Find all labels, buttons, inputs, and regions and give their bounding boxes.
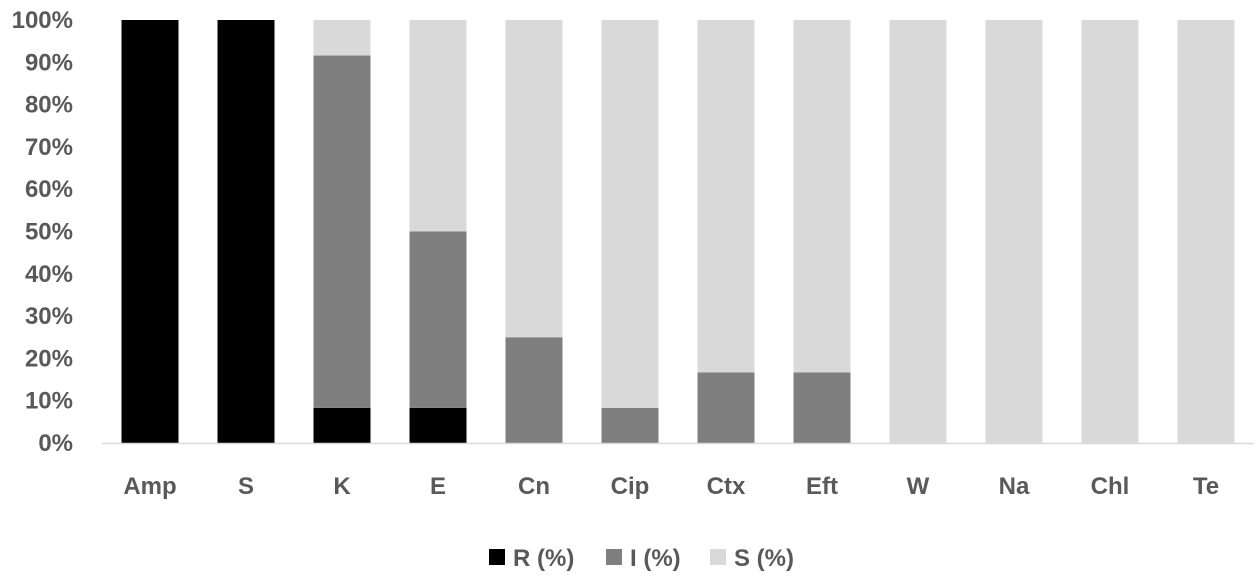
bar-segment-s-cip [601, 20, 659, 408]
bar-segment-i-ctx [697, 372, 755, 443]
bar-segment-s-ctx [697, 20, 755, 373]
x-tick-label: Na [999, 473, 1030, 500]
x-axis: Amp S K E Cn Cip Ctx Eft W Na Chl Te [123, 473, 1219, 500]
bar-segment-s-k [313, 20, 371, 56]
x-tick-label: Amp [123, 473, 176, 500]
x-tick-label: W [907, 473, 930, 500]
y-tick-label: 100% [12, 7, 73, 34]
x-tick-label: K [333, 473, 351, 500]
bar-segment-s-cn [505, 20, 563, 338]
bar-segment-s-w [889, 20, 947, 443]
x-tick-label: Chl [1091, 473, 1130, 500]
bar-segment-r-s [217, 20, 275, 443]
bar-segment-s-na [985, 20, 1043, 443]
legend: R (%) I (%) S (%) [489, 545, 794, 572]
y-tick-label: 10% [25, 388, 73, 415]
x-tick-label: Cip [611, 473, 650, 500]
legend-label-s: S (%) [734, 545, 794, 572]
x-tick-label: Cn [518, 473, 550, 500]
legend-swatch-r [489, 549, 505, 565]
legend-label-r: R (%) [513, 545, 574, 572]
y-tick-label: 90% [25, 49, 73, 76]
legend-swatch-s [710, 549, 726, 565]
bars-group [121, 20, 1235, 443]
bar-segment-i-cn [505, 337, 563, 443]
y-tick-label: 0% [38, 430, 73, 457]
bar-segment-r-k [313, 407, 371, 443]
bar-segment-r-e [409, 407, 467, 443]
bar-segment-s-chl [1081, 20, 1139, 443]
x-tick-label: Ctx [707, 473, 746, 500]
bar-segment-i-k [313, 55, 371, 408]
x-tick-label: Te [1193, 473, 1219, 500]
bar-segment-s-te [1177, 20, 1235, 443]
y-tick-label: 20% [25, 345, 73, 372]
bar-segment-s-eft [793, 20, 851, 373]
x-tick-label: E [430, 473, 446, 500]
legend-swatch-i [606, 549, 622, 565]
bar-segment-s-e [409, 20, 467, 232]
legend-label-i: I (%) [630, 545, 681, 572]
y-tick-label: 60% [25, 176, 73, 203]
bar-segment-i-e [409, 231, 467, 408]
y-tick-label: 50% [25, 219, 73, 246]
bar-segment-r-amp [121, 20, 179, 443]
y-tick-label: 30% [25, 303, 73, 330]
x-tick-label: Eft [806, 473, 838, 500]
bar-segment-i-eft [793, 372, 851, 443]
bar-segment-i-cip [601, 407, 659, 443]
y-axis: 0% 10% 20% 30% 40% 50% 60% 70% 80% 90% 100% [12, 7, 73, 457]
x-tick-label: S [238, 473, 254, 500]
y-tick-label: 70% [25, 134, 73, 161]
y-tick-label: 40% [25, 261, 73, 288]
y-tick-label: 80% [25, 92, 73, 119]
